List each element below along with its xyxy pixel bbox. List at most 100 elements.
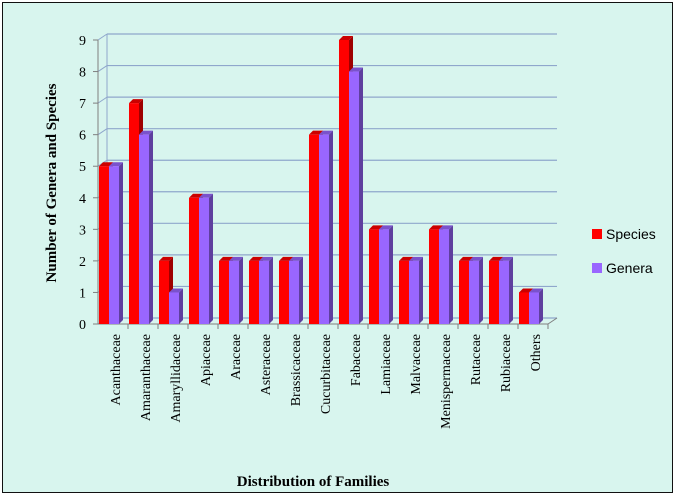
x-tick-label: Apiaceae [199,334,214,386]
bar-top [339,36,353,40]
x-tick-label: Acanthaceae [109,334,124,406]
bar-side [119,162,123,324]
bar-front [289,260,299,324]
bar-front [429,229,439,324]
x-tick-label: Others [529,334,544,371]
y-tick-label: 7 [79,97,86,112]
bar-top [249,256,263,261]
bar-side [359,67,363,325]
x-tick-label: Rubiaceae [499,334,514,392]
bar-side [269,256,273,324]
bar-top [99,162,113,167]
bar-top [289,256,303,261]
bar-side [479,256,483,324]
bar-top [199,193,213,198]
bar-top [279,256,293,261]
legend-swatch-species [592,229,602,239]
bar-front [439,229,449,324]
bar-genera [109,162,123,324]
y-tick-label: 9 [79,34,86,49]
bar-genera [379,225,393,324]
bar-top [169,288,183,293]
bar-front [129,103,139,324]
bar-front [409,260,419,324]
y-tick-label: 0 [79,318,86,333]
y-tick-label: 1 [79,286,86,301]
y-tick-label: 2 [79,255,86,270]
bar-front [469,260,479,324]
bar-top [369,225,383,230]
bar-genera [289,256,303,324]
legend-label-genera: Genera [606,260,653,276]
bar-genera [169,288,183,324]
bar-top [139,130,153,135]
bar-top [309,130,323,135]
bar-front [139,134,149,324]
bar-front [319,134,329,324]
bar-top [409,256,423,261]
bar-genera [529,288,543,324]
bar-front [519,292,529,324]
bar-top [379,225,393,230]
bar-top [429,225,443,230]
y-tick-label: 6 [79,129,86,144]
bar-front [529,292,539,324]
bar-top [159,256,173,261]
y-tick-labels: 0 1 2 3 4 5 6 7 8 9 [79,34,86,333]
bar-top [129,99,143,104]
bar-side [299,256,303,324]
gridline-edge [97,65,108,72]
bar-side [329,130,333,324]
bar-top [349,67,363,72]
bar-genera [499,256,513,324]
bar-front [249,260,259,324]
bar-genera [259,256,273,324]
bar-top [439,225,453,230]
bar-front [229,260,239,324]
bar-top [469,256,483,261]
bar-front [339,40,349,324]
x-tick-label: Amaryllidaceae [169,334,184,423]
bar-side [209,193,213,324]
x-tick-label: Lamiaceae [379,334,394,395]
gridline-edge [97,33,108,41]
bar-side [449,225,453,324]
legend: Species Genera [592,226,656,276]
bar-genera [349,67,363,325]
bar-genera [139,130,153,324]
x-tick-label: Cucurbitaceae [319,334,334,414]
x-tick-label: Rutaceae [469,334,484,385]
bar-top [259,256,273,261]
chart-frame: 0 1 2 3 4 5 6 7 8 9 Acanthaceae Amaranthaceae Amary… [2,2,673,493]
bar-front [189,197,199,324]
legend-label-species: Species [606,226,656,242]
bar-front [499,260,509,324]
bar-front [279,260,289,324]
x-axis-title: Distribution of Families [237,474,390,490]
bar-top [519,288,533,293]
bar-side [389,225,393,324]
x-tick-label: Asteraceae [259,334,274,395]
bar-top [399,256,413,261]
x-tick-label: Araceae [229,334,244,380]
bar-front [219,260,229,324]
bar-top [489,256,503,261]
gridline-edge [97,96,108,104]
bar-front [109,166,119,324]
bar-top [109,162,123,167]
x-tick-label: Amaranthaceae [139,334,154,421]
x-tick-label: Fabaceae [349,334,364,386]
x-tick-label: Malvaceae [409,334,424,395]
y-axis-title: Number of Genera and Species [44,83,60,282]
bar-chart: 0 1 2 3 4 5 6 7 8 9 Acanthaceae Amaranthaceae Amary… [44,33,656,490]
bar-top [499,256,513,261]
bar-top [229,256,243,261]
y-tick-label: 8 [79,66,86,81]
gridline-edge [97,128,108,136]
x-tick-label: Brassicaceae [289,334,304,406]
bar-side [149,130,153,324]
bar-front [309,134,319,324]
bar-front [459,260,469,324]
bar-front [399,260,409,324]
bar-front [199,197,209,324]
